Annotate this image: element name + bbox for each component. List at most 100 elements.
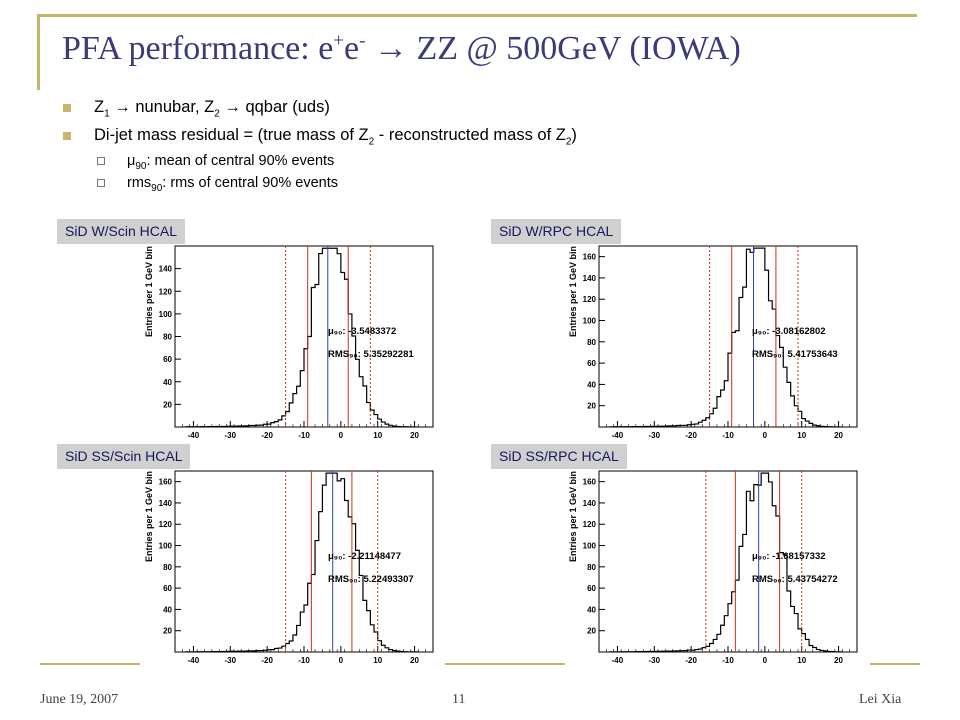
histogram-outline: [609, 472, 843, 653]
x-tick-label: 20: [410, 431, 419, 440]
footer-line-middle: [445, 663, 565, 665]
y-axis-label: Entries per 1 GeV bin: [144, 246, 154, 337]
y-tick-label: 40: [163, 378, 172, 387]
sub-bullet-rms90: rms90: rms of central 90% events: [63, 174, 577, 196]
x-tick-label: -10: [722, 656, 734, 665]
y-tick-label: 40: [587, 380, 596, 389]
x-tick-label: -20: [261, 656, 273, 665]
x-tick-label: 0: [339, 431, 344, 440]
y-axis-label: Entries per 1 GeV bin: [144, 471, 154, 562]
slide-title: PFA performance: e+e- → ZZ @ 500GeV (IOW…: [62, 30, 741, 67]
y-tick-label: 60: [587, 359, 596, 368]
x-tick-label: -30: [225, 431, 237, 440]
hollow-square-bullet-icon: [97, 179, 105, 187]
y-tick-label: 80: [587, 563, 596, 572]
plot-frame: [174, 245, 434, 428]
x-tick-label: -40: [188, 431, 200, 440]
x-tick-label: 0: [339, 656, 344, 665]
x-tick-label: -40: [612, 656, 624, 665]
plot-frame: [174, 470, 434, 653]
y-tick-label: 40: [587, 605, 596, 614]
bullet-residual-definition: Di-jet mass residual = (true mass of Z2 …: [63, 124, 577, 152]
y-tick-label: 80: [163, 563, 172, 572]
footer-date: June 19, 2007: [40, 692, 119, 707]
y-tick-label: 20: [587, 627, 596, 636]
mean90-label: μ₉₀: -3.08162802: [752, 326, 826, 337]
mean90-label: μ₉₀: -2.21148477: [328, 551, 401, 562]
y-tick-label: 80: [163, 333, 172, 342]
rms90-label: RMS₉₀: 5.22493307: [328, 574, 414, 585]
x-tick-label: -10: [298, 431, 310, 440]
y-tick-label: 140: [159, 499, 173, 508]
y-tick-label: 60: [587, 584, 596, 593]
plot-frame: [598, 245, 858, 428]
x-tick-label: 10: [797, 431, 806, 440]
histogram-outline: [185, 247, 419, 428]
y-tick-label: 100: [583, 317, 597, 326]
y-tick-label: 160: [159, 478, 173, 487]
histogram-outline: [185, 472, 419, 653]
histogram-w-rpc-hcal: -40 -30 -20 -10 0 10 20 20 40 60 80 100 120 140 160 Dij…: [568, 245, 858, 442]
x-tick-label: 10: [373, 431, 382, 440]
x-tick-label: 0: [763, 431, 768, 440]
histogram-ss-scin-hcal: -40 -30 -20 -10 0 10 20 20 40 60 80 100 120 140 160 Dij…: [144, 470, 434, 667]
histogram-ss-rpc-hcal: -40 -30 -20 -10 0 10 20 20 40 60 80 100 120 140 160 Dij…: [568, 470, 858, 667]
x-tick-label: -20: [261, 431, 273, 440]
x-tick-label: -40: [612, 431, 624, 440]
x-tick-label: 20: [410, 656, 419, 665]
x-tick-label: 10: [797, 656, 806, 665]
y-tick-label: 20: [163, 400, 172, 409]
x-tick-label: -20: [685, 431, 697, 440]
title-accent-vertical-line: [37, 14, 40, 90]
y-axis-label: Entries per 1 GeV bin: [568, 471, 578, 562]
label-ss-rpc-hcal: SiD SS/RPC HCAL: [491, 444, 627, 469]
rms90-label: RMS₉₀: 5.43754272: [752, 574, 838, 585]
y-tick-label: 140: [159, 265, 173, 274]
y-tick-label: 160: [583, 478, 597, 487]
y-tick-label: 140: [583, 499, 597, 508]
label-ss-scin-hcal: SiD SS/Scin HCAL: [57, 444, 191, 469]
bullet-list: Z1 → nunubar, Z2 → qqbar (uds) Di-jet ma…: [63, 96, 577, 196]
y-tick-label: 40: [163, 605, 172, 614]
plot-frame: [598, 470, 858, 653]
square-bullet-icon: [63, 104, 71, 112]
mean90-label: μ₉₀: -3.5483372: [328, 326, 396, 337]
x-tick-label: -10: [722, 431, 734, 440]
y-tick-label: 120: [583, 520, 597, 529]
histogram-w-scin-hcal: -40 -30 -20 -10 0 10 20 20 40 60 80 100 120 140 Dijet …: [144, 245, 434, 442]
square-bullet-icon: [63, 132, 71, 140]
y-tick-label: 60: [163, 355, 172, 364]
x-tick-label: -30: [225, 656, 237, 665]
rms90-label: RMS₉₀: 5.41753643: [752, 349, 838, 360]
x-tick-label: 10: [373, 656, 382, 665]
x-tick-label: -10: [298, 656, 310, 665]
x-axis-label: Dijet mass residual (GeV/c²): [738, 666, 857, 667]
footer-line-right: [870, 663, 920, 665]
x-axis-label: Dijet mass residual (GeV/c²): [314, 441, 433, 442]
x-axis-label: Dijet mass residual (GeV/c²): [314, 666, 433, 667]
title-accent-horizontal-line: [37, 14, 917, 17]
y-tick-label: 120: [159, 287, 173, 296]
rms90-label: RMS₉₀: 5.35292281: [328, 349, 414, 360]
footer-page-number: 11: [452, 692, 466, 707]
y-tick-label: 100: [159, 310, 173, 319]
x-tick-label: 20: [834, 656, 843, 665]
y-tick-label: 20: [587, 402, 596, 411]
y-tick-label: 100: [583, 542, 597, 551]
bullet-decay-modes: Z1 → nunubar, Z2 → qqbar (uds): [63, 96, 577, 124]
x-tick-label: -40: [188, 656, 200, 665]
y-tick-label: 80: [587, 338, 596, 347]
mean90-label: μ₉₀: -1.68157332: [752, 551, 826, 562]
sub-bullet-mean90: μ90: mean of central 90% events: [63, 152, 577, 174]
histogram-outline: [609, 247, 843, 428]
label-w-scin-hcal: SiD W/Scin HCAL: [57, 219, 186, 244]
x-tick-label: 0: [763, 656, 768, 665]
y-tick-label: 20: [163, 627, 172, 636]
y-tick-label: 120: [159, 520, 173, 529]
y-tick-label: 140: [583, 274, 597, 283]
x-tick-label: -20: [685, 656, 697, 665]
y-tick-label: 120: [583, 295, 597, 304]
y-tick-label: 60: [163, 584, 172, 593]
x-tick-label: -30: [649, 431, 661, 440]
hollow-square-bullet-icon: [97, 157, 105, 165]
